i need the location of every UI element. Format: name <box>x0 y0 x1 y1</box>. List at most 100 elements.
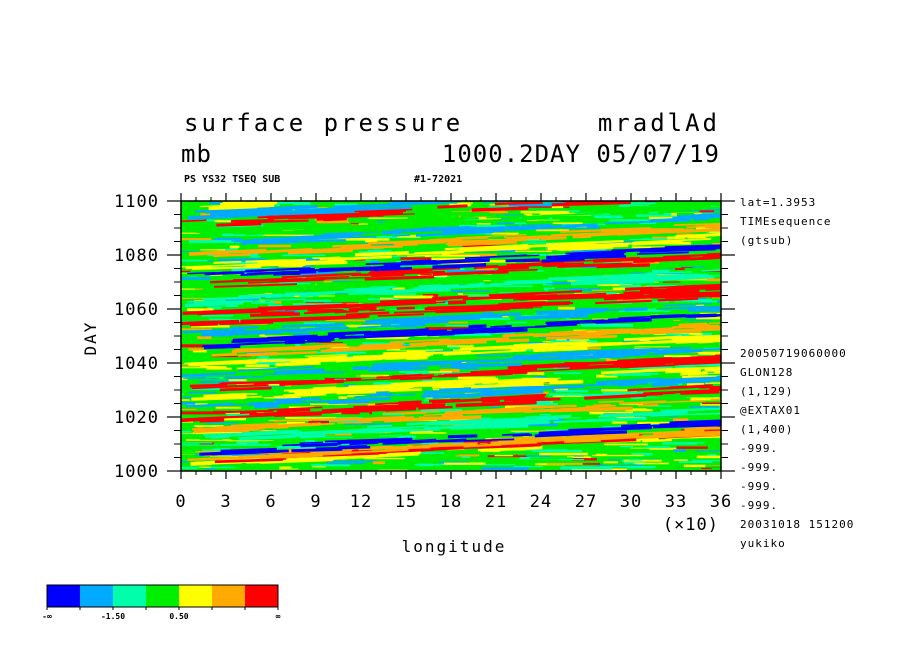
heatmap-cell <box>443 462 486 465</box>
heatmap-cell <box>181 297 219 299</box>
heatmap-band-streak <box>225 375 252 379</box>
heatmap-band-streak <box>498 276 549 281</box>
heatmap-band-streak <box>238 366 314 372</box>
heatmap-band-streak <box>504 345 555 350</box>
heatmap-cell <box>673 418 689 421</box>
heatmap-cell <box>542 283 553 286</box>
heatmap-cell <box>440 365 449 368</box>
heatmap-band-streak <box>382 438 467 445</box>
heatmap-cell <box>307 206 328 209</box>
heatmap-band-streak <box>434 392 501 399</box>
heatmap-band-streak <box>241 239 286 245</box>
heatmap-band-streak <box>431 397 495 404</box>
heatmap-cell <box>159 344 169 346</box>
side-info-top-line: lat=1.3953 <box>740 196 816 209</box>
heatmap-cell <box>639 228 685 231</box>
x-tick-label: 24 <box>530 492 552 512</box>
side-info-panel: lat=1.3953 TIMEsequence (gtsub) 20050719060… <box>740 196 853 550</box>
heatmap-cell <box>655 462 680 464</box>
heatmap-cell <box>556 390 589 393</box>
heatmap-band-streak <box>435 307 510 314</box>
heatmap-band-streak <box>488 291 544 296</box>
heatmap-band-streak <box>549 379 584 385</box>
heatmap-cell <box>199 350 226 353</box>
heatmap-band-streak <box>323 231 380 235</box>
heatmap-cell <box>458 454 480 457</box>
heatmap-band-streak <box>608 185 626 189</box>
heatmap-field <box>159 174 780 471</box>
heatmap-band-streak <box>640 274 675 278</box>
heatmap-band-streak <box>232 335 317 342</box>
heatmap-band-streak <box>702 175 772 179</box>
heatmap-band-streak <box>653 429 705 435</box>
heatmap-band-streak <box>312 225 356 231</box>
colorbar-swatch <box>47 585 80 607</box>
heatmap-band-streak <box>222 201 247 205</box>
heatmap-band-streak <box>238 293 282 298</box>
heatmap-cell <box>512 375 542 377</box>
colorbar-swatch <box>80 585 113 607</box>
heatmap-cell <box>219 392 245 394</box>
heatmap-cell <box>379 297 394 300</box>
heatmap-band-streak <box>232 205 248 208</box>
x-tick-label: 3 <box>220 492 231 512</box>
heatmap-cell <box>525 449 568 451</box>
heatmap-band-streak <box>641 174 706 180</box>
heatmap-band-streak <box>534 431 603 438</box>
heatmap-cell <box>618 377 669 380</box>
heatmap-cell <box>552 222 583 224</box>
heatmap-cell <box>548 393 583 396</box>
heatmap-cell <box>708 231 721 233</box>
heatmap-cell <box>470 456 482 459</box>
heatmap-cell <box>616 237 642 239</box>
x-tick-label: 33 <box>665 492 687 512</box>
heatmap-cell <box>626 314 663 318</box>
heatmap-cell <box>669 278 715 281</box>
heatmap-band-streak <box>400 376 433 381</box>
heatmap-band-streak <box>459 344 532 350</box>
heatmap-cell <box>447 269 499 273</box>
heatmap-cell <box>522 217 550 220</box>
heatmap-band-streak <box>318 449 352 453</box>
heatmap-band-streak <box>260 344 334 352</box>
heatmap-cell <box>346 397 360 400</box>
heatmap-cell <box>245 364 270 367</box>
heatmap-band-streak <box>420 226 456 230</box>
heatmap-band-streak <box>535 309 610 313</box>
heatmap-cell <box>181 465 217 467</box>
heatmap-cell <box>711 468 721 471</box>
x-tick-label: 15 <box>395 492 417 512</box>
y-tick-label: 1060 <box>114 300 159 320</box>
y-tick-label: 1040 <box>114 354 159 374</box>
heatmap-cell <box>197 423 240 425</box>
heatmap-band-streak <box>677 183 743 187</box>
heatmap-cell <box>209 318 230 322</box>
colorbar-label: -1.50 <box>101 612 125 621</box>
heatmap-band-streak <box>633 410 688 416</box>
heatmap-cell <box>551 205 564 209</box>
heatmap-band-streak <box>280 284 310 288</box>
heatmap-cell <box>242 409 294 411</box>
heatmap-cell <box>514 241 550 244</box>
heatmap-cell <box>316 221 350 224</box>
heatmap-band-streak <box>346 280 414 287</box>
heatmap-band-streak <box>349 346 365 349</box>
heatmap-band-streak <box>687 234 706 239</box>
heatmap-cell <box>191 387 232 390</box>
heatmap-band-streak <box>700 186 780 192</box>
heatmap-cell <box>340 274 392 278</box>
heatmap-band-streak <box>213 225 262 232</box>
time-date-label: 1000.2DAY 05/07/19 <box>442 140 720 168</box>
heatmap-cell <box>324 369 361 372</box>
heatmap-band-streak <box>524 414 572 419</box>
heatmap-cell <box>267 304 283 308</box>
y-tick-label: 1000 <box>114 462 159 482</box>
x-tick-label: 0 <box>175 492 186 512</box>
heatmap-cell <box>258 418 270 422</box>
heatmap-band-streak <box>455 400 537 408</box>
heatmap-cell <box>558 306 575 310</box>
heatmap-band-streak <box>579 182 623 186</box>
heatmap-cell <box>181 408 197 410</box>
heatmap-band-streak <box>541 347 558 352</box>
y-tick-label: 1100 <box>114 192 159 212</box>
